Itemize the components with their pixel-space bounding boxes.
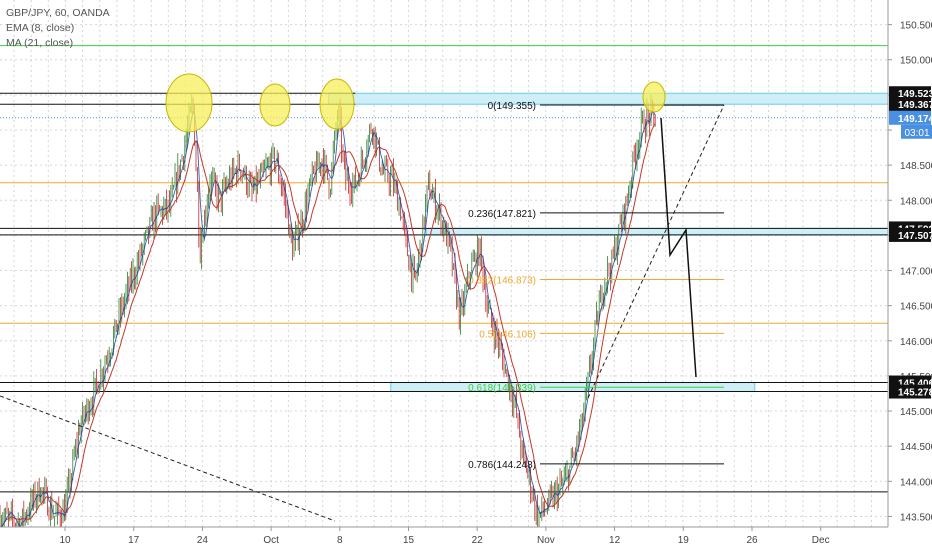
zones <box>328 92 889 393</box>
ma-line <box>0 123 656 530</box>
price-tag <box>889 86 931 101</box>
fibonacci-levels: 0(149.355) 0.236(147.821) 0.382(146.873) 0.… <box>468 101 724 471</box>
price-tag <box>889 97 931 112</box>
fib-label: 0.382(146.873) <box>468 275 536 286</box>
ma-label[interactable]: MA (21, close) <box>6 37 74 49</box>
fib-label: 0.618(145.339) <box>468 383 536 394</box>
price-tag <box>889 227 931 242</box>
highlight-circle <box>319 78 355 130</box>
x-tick-label: 17 <box>128 535 140 546</box>
time-axis-bg <box>0 527 888 550</box>
price-tag-label: 147.507 <box>898 231 932 242</box>
y-tick-label: 148.500 <box>900 161 932 172</box>
fib-label: 0.5(146.106) <box>479 329 536 340</box>
y-tick-label: 145.000 <box>900 407 932 418</box>
drawings <box>0 73 725 522</box>
moving-averages <box>0 109 656 530</box>
highlight-circle <box>642 81 666 113</box>
x-tick-label: 15 <box>403 535 415 546</box>
ema-label[interactable]: EMA (8, close) <box>6 22 75 34</box>
fib-label: 0.236(147.821) <box>468 209 536 220</box>
x-tick-label: 19 <box>678 535 690 546</box>
price-axis[interactable]: 150.500150.000149.500149.000148.500148.0… <box>887 0 932 550</box>
y-tick-label: 147.000 <box>900 267 932 278</box>
x-tick-label: Nov <box>537 535 555 546</box>
chart-legend: GBP/JPY, 60, OANDA EMA (8, close) MA (21… <box>6 6 110 51</box>
price-tag <box>889 110 931 125</box>
x-tick-label: Dec <box>812 535 830 546</box>
price-tag-label: 149.367 <box>898 100 932 111</box>
countdown-tag <box>901 124 932 139</box>
y-tick-label: 150.500 <box>900 21 932 32</box>
x-tick-label: 24 <box>197 535 209 546</box>
y-tick-label: 143.500 <box>900 512 932 523</box>
x-tick-label: 12 <box>609 535 621 546</box>
x-tick-label: 22 <box>472 535 484 546</box>
x-tick-label: 8 <box>337 535 343 546</box>
candles <box>0 94 656 542</box>
y-tick-label: 146.000 <box>900 337 932 348</box>
y-tick-label: 146.500 <box>900 302 932 313</box>
highlight-circle <box>165 73 213 133</box>
countdown-label: 03:01 <box>904 128 929 139</box>
x-tick-label: 26 <box>746 535 758 546</box>
ema-line <box>0 109 656 530</box>
x-tick-label: 10 <box>59 535 71 546</box>
highlight-circle <box>259 83 291 127</box>
zone-box <box>328 92 889 105</box>
zone-box <box>425 227 889 236</box>
y-tick-label: 144.000 <box>900 477 932 488</box>
symbol-label[interactable]: GBP/JPY, 60, OANDA <box>6 7 110 19</box>
price-tag-label: 149.523 <box>898 89 932 100</box>
price-tag-label: 145.406 <box>898 379 932 390</box>
dashed-trendline <box>0 395 336 522</box>
y-tick-label: 144.500 <box>900 442 932 453</box>
price-tag-label: 145.278 <box>898 388 932 399</box>
projection-path <box>660 117 697 378</box>
y-tick-label: 148.000 <box>900 196 932 207</box>
y-tick-label: 150.000 <box>900 56 932 67</box>
dashed-trendline <box>587 104 725 399</box>
fib-label: 0.786(144.248) <box>468 460 536 471</box>
price-tag <box>889 384 931 399</box>
fib-label: 0(149.355) <box>488 101 536 112</box>
price-tag-label: 149.174 <box>898 114 932 125</box>
x-tick-label: Oct <box>263 535 279 546</box>
time-axis[interactable]: 10 17 24 Oct 8 15 22 Nov 12 19 26 Dec <box>0 526 888 550</box>
